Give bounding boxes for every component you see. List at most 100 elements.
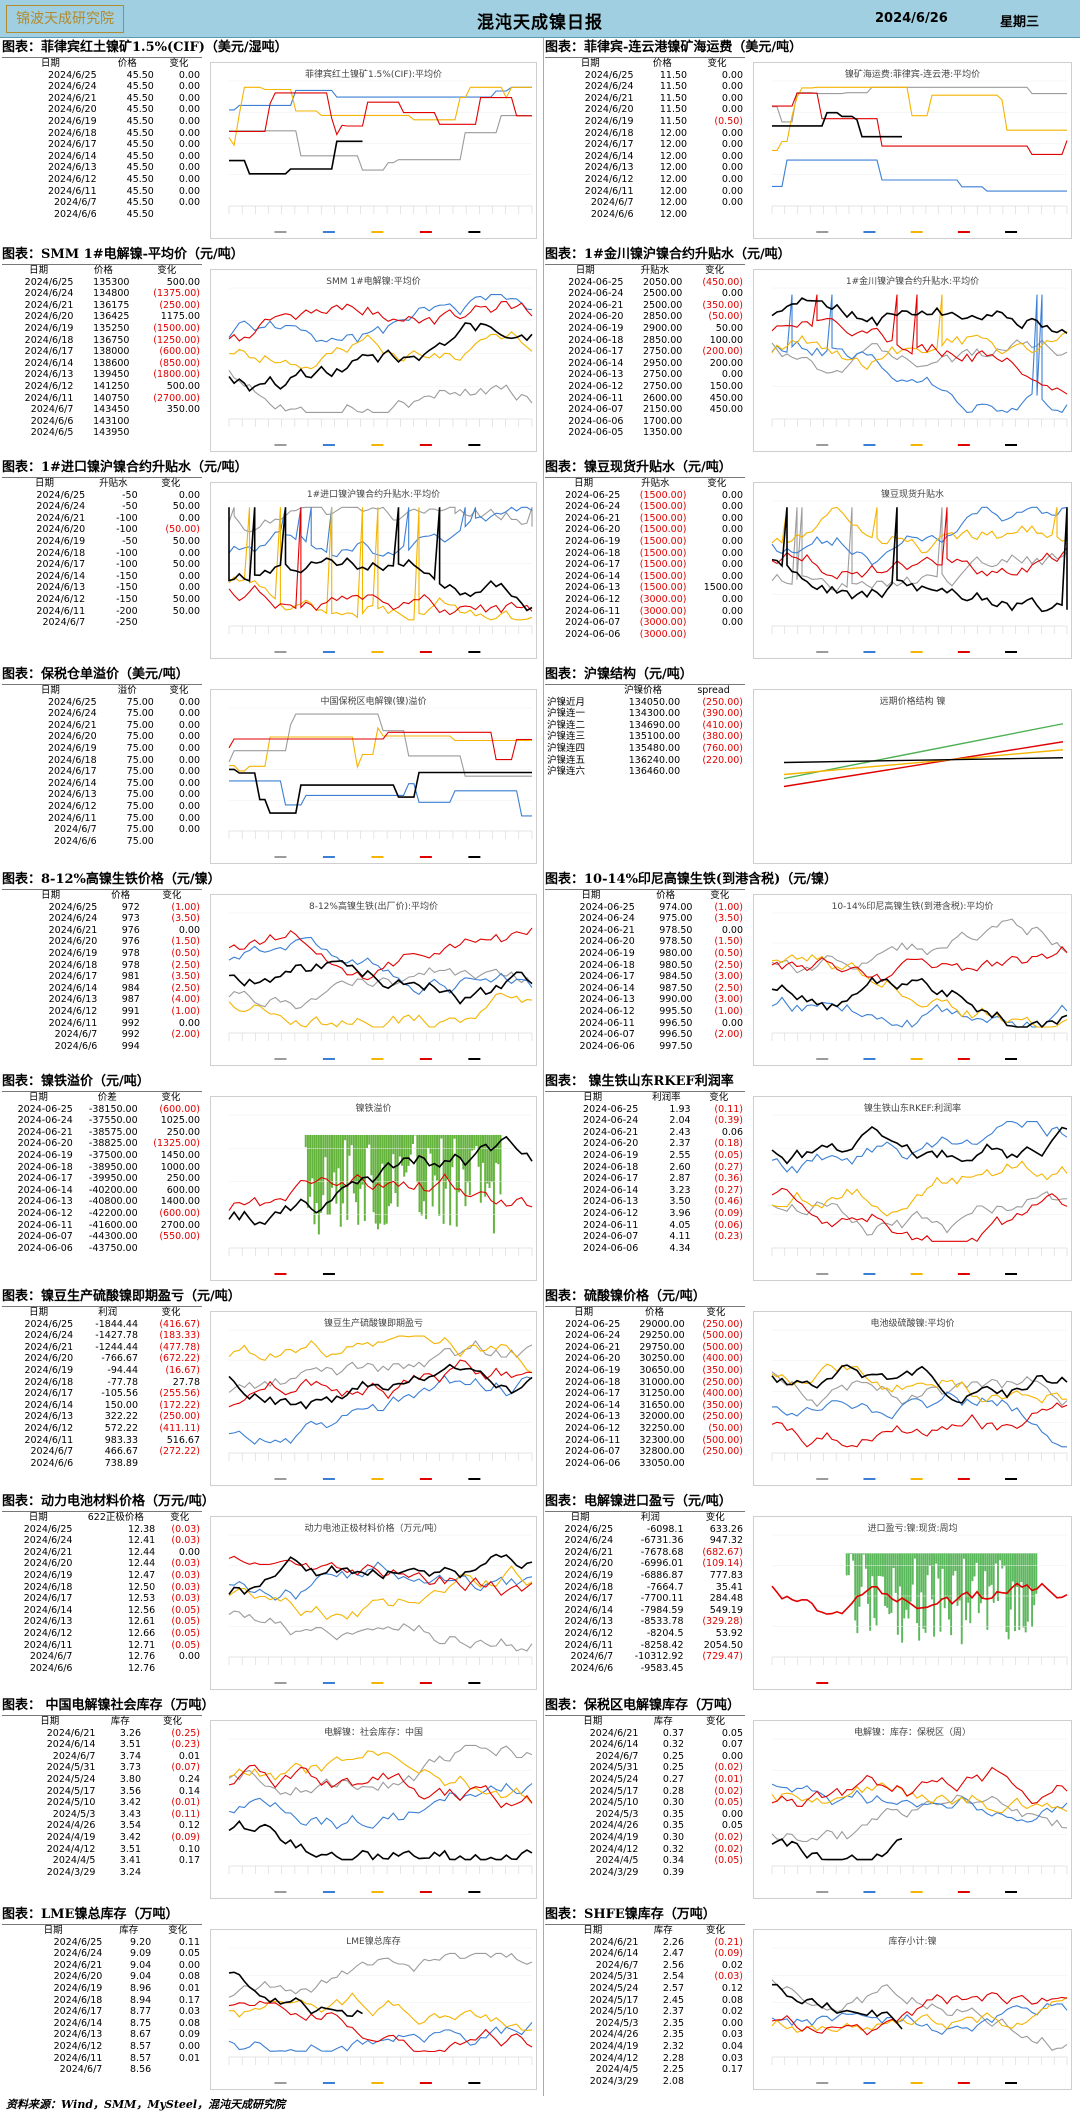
table-cell: 2024-06-12 [565,1422,621,1434]
table-row: 2024/6/14 0.32 0.07 [545,1739,745,1751]
table-cell: (50.00) [708,1422,743,1434]
table-cell: 29250.00 [639,1330,685,1342]
table-cell: -50 [122,501,138,513]
bar-mark [324,1134,327,1158]
table-cell: -7700.11 [640,1593,684,1605]
table-cell: 2024-06-25 [565,1318,621,1330]
table-cell: 2024/5/17 [589,1994,639,2006]
table-cell: (500.00) [702,1330,743,1342]
table-cell: 2024-06-07 [583,1231,639,1243]
table-cell: 0.10 [178,1843,200,1855]
bar-mark [495,1134,498,1163]
table-cell: 0.00 [178,924,200,936]
series-line [229,86,532,111]
line-chart: 远期价格结构 镍 [753,689,1072,864]
panel-title: 图表：保税仓单溢价（美元/吨） [2,667,189,682]
table-cell: 1025.00 [160,1115,200,1127]
table-row: 2024-06-13 3.50 (0.46) [545,1196,745,1208]
table-cell: (2.50) [714,982,743,994]
table-cell: 2850.00 [643,311,683,323]
table-cell: (850.00) [159,357,200,369]
series-line [771,297,1068,334]
table-row: 2024-06-20 (1500.00) 0.00 [545,524,745,536]
column-header: 升贴水 [622,478,689,490]
table-cell: (172.22) [159,1399,200,1411]
table-row: 2024/5/17 2.45 0.08 [545,1995,745,2007]
table-cell: (450.00) [702,276,743,288]
bar-mark [451,1134,454,1168]
column-header: 变化 [155,685,202,697]
table-cell: -200 [116,605,138,617]
table-row: 2024-06-11 -41600.00 2700.00 [2,1220,202,1232]
table-row: 2024-06-13 -40800.00 1400.00 [2,1196,202,1208]
table-row: 2024/6/6 738.89 [2,1458,202,1470]
table-cell: 2024/4/19 [589,2040,639,2052]
table-cell: (390.00) [702,708,743,720]
table-cell: 2024/6/18 [48,959,98,971]
bar-mark [992,1553,995,1603]
series-line [228,369,533,413]
series-line [228,927,533,981]
table-cell: (0.18) [714,1138,743,1150]
chart-panel: 图表：镍豆现货升贴水（元/吨） 日期 升贴水 变化 2024-06-25 (1500.00… [545,458,1078,665]
table-row: 2024/6/24 12.41 (0.03) [2,1535,202,1547]
table-cell: 994 [121,1040,140,1052]
bar-mark [884,1553,887,1606]
table-cell: 0.07 [721,1739,743,1751]
table-cell: 3.50 [669,1196,691,1208]
table-cell: 2024/6/7 [30,404,74,416]
table-cell: (2.00) [171,1029,200,1041]
data-table: 日期 溢价 变化 2024/6/25 75.00 0.00 2024/6/24 75.00 0.… [2,684,202,847]
table-cell: 0.00 [721,104,743,116]
table-row: 2024-06-06 1700.00 [545,416,745,428]
series-line [772,159,1067,192]
bar-mark [322,1134,325,1196]
column-header: 利润 [615,1512,686,1524]
table-cell: 2024/6/14 [47,150,97,162]
table-row: 2024-06-14 31650.00 (350.00) [545,1400,745,1412]
column-header: 日期 [2,58,99,70]
table-cell: 沪镍连五 [547,754,586,766]
table-cell: 2.35 [662,2017,684,2029]
table-cell [140,1458,202,1470]
table-cell: (3000.00) [639,605,687,617]
table-row: 2024/6/19 75.00 0.00 [2,743,202,755]
table-cell: 2024-06-07 [568,404,624,416]
table-row: 2024-06-14 2950.00 200.00 [545,358,745,370]
chart-panel: 图表：镍铁溢价（元/吨） 日期 价差 变化 2024-06-25 -38150.00 (60… [2,1072,543,1287]
table-cell: 32250.00 [639,1422,685,1434]
bar-mark [309,1134,312,1197]
table-cell: 12.00 [659,197,688,209]
table-cell: 2024-06-07 [565,617,621,629]
table-cell: 8.77 [130,2006,152,2018]
table-row: 2024-06-21 (1500.00) 0.00 [545,513,745,525]
table-cell: (3.50) [171,971,200,983]
table-cell: 983.33 [104,1434,139,1446]
table-cell: -150 [116,570,138,582]
table-cell: 2.25 [662,2064,684,2076]
table-cell: 2024-06-17 [583,1173,639,1185]
table-cell: (0.02) [714,1785,743,1797]
table-row: 2024-06-11 996.50 0.00 [545,1018,745,1030]
table-cell: 0.14 [178,1785,200,1797]
table-cell: (0.50) [714,948,743,960]
table-cell: (0.02) [714,1831,743,1843]
chart-title: 库存小计:镍 [888,1937,937,1947]
bar-mark [320,1134,323,1213]
table-row: 2024/4/5 3.41 0.17 [2,1855,202,1867]
table-cell: 2024/6/14 [23,1604,73,1616]
table-cell: (0.02) [714,1762,743,1774]
table-cell: 0.30 [662,1831,684,1843]
chart-panel: 图表：SMM 1#电解镍-平均价（元/吨） 日期 价格 变化 2024/6/25 1353… [2,245,543,458]
table-cell: 0.00 [178,104,200,116]
table-cell: 2024/6/20 [47,731,97,743]
column-header: 变化 [685,1512,745,1524]
table-row: 2024/6/14 2.47 (0.09) [545,1948,745,1960]
bar-mark [488,1134,491,1188]
table-cell: 972 [121,901,140,913]
bar-mark [379,1134,382,1224]
table-cell: 0.00 [721,139,743,151]
table-cell: 984.50 [659,971,693,983]
table-cell: 45.50 [126,104,154,116]
table-cell: 978.50 [659,924,693,936]
